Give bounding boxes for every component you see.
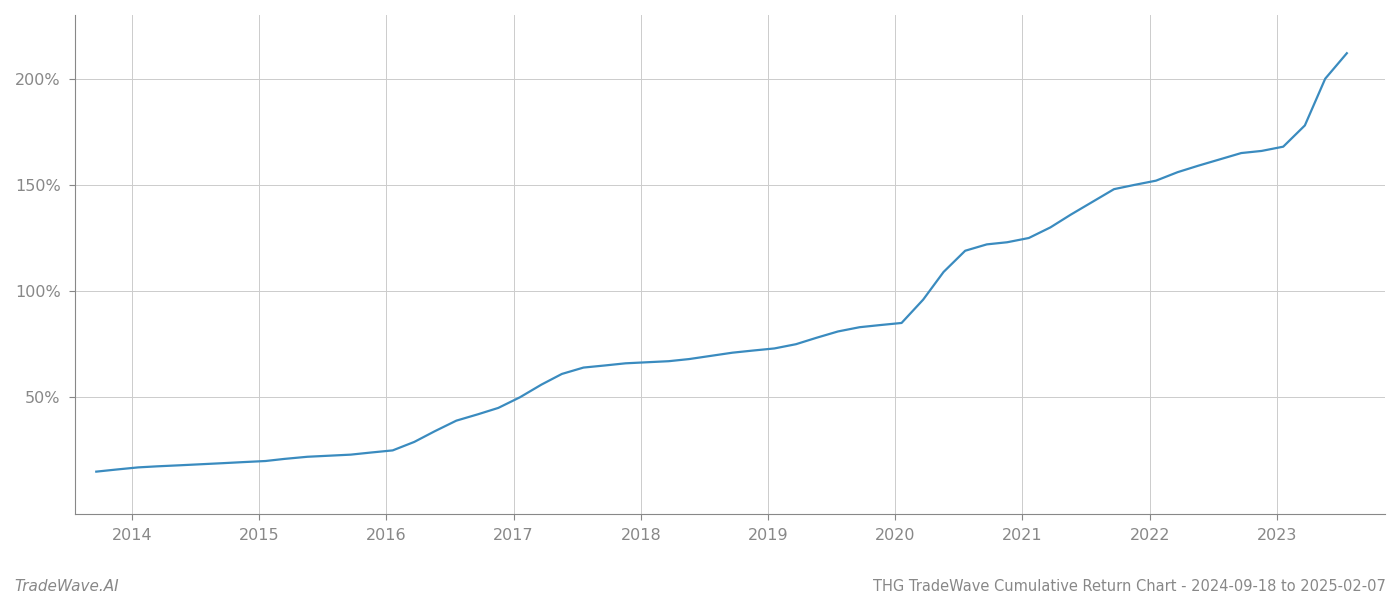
Text: THG TradeWave Cumulative Return Chart - 2024-09-18 to 2025-02-07: THG TradeWave Cumulative Return Chart - … — [874, 579, 1386, 594]
Text: TradeWave.AI: TradeWave.AI — [14, 579, 119, 594]
